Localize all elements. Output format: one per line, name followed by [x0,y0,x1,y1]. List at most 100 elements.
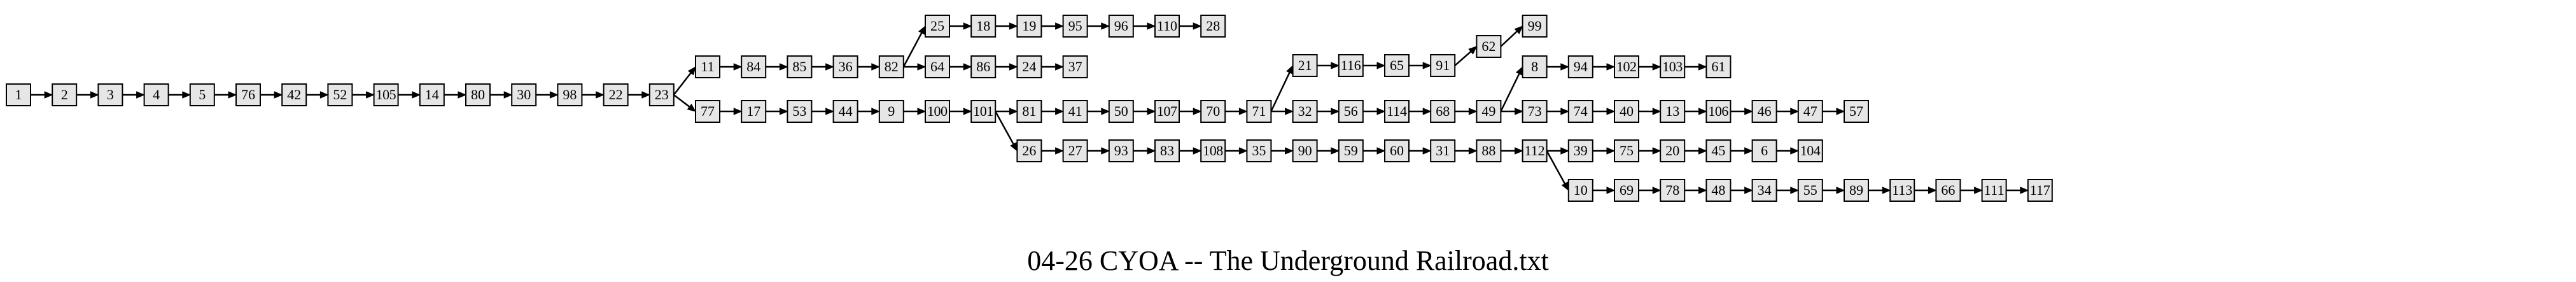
node-label: 99 [1528,18,1542,34]
node-64: 64 [925,55,950,78]
node-box [1889,179,1915,202]
arrowhead-icon [825,63,834,71]
node-box [648,83,675,106]
node-label: 22 [609,87,623,102]
edge-64-86 [949,63,972,71]
arrowhead-icon [274,91,283,99]
node-57: 57 [1844,100,1869,123]
arrowhead-icon [1698,108,1707,115]
node-98: 98 [557,83,583,106]
node-label: 73 [1528,103,1542,119]
node-box [1660,55,1686,78]
node-17: 17 [741,100,767,123]
node-box [1797,139,1823,162]
node-label: 71 [1252,103,1266,119]
node-box [1522,100,1548,123]
arrowhead-icon [1515,147,1523,155]
arrowhead-icon [1238,108,1248,115]
node-label: 83 [1160,143,1174,159]
arrowhead-icon [2020,187,2029,194]
node-label: 80 [471,87,485,102]
arrowhead-icon [1560,108,1570,115]
node-83: 83 [1154,139,1180,162]
node-box [1522,15,1548,38]
node-box [878,100,904,123]
node-89: 89 [1844,179,1869,202]
node-box [189,83,215,106]
edge-47-57 [1822,108,1845,115]
node-label: 78 [1665,182,1679,198]
arrowhead-icon [1376,147,1386,155]
node-96: 96 [1108,15,1134,38]
node-113: 113 [1889,179,1915,202]
node-label: 93 [1114,143,1128,159]
node-label: 13 [1665,103,1679,119]
node-111: 111 [1981,179,2007,202]
node-100: 100 [925,100,950,123]
arrowhead-icon [1606,108,1616,115]
node-37: 37 [1062,55,1088,78]
edge-84-85 [766,63,788,71]
node-24: 24 [1016,55,1042,78]
node-label: 36 [839,59,853,74]
arrowhead-icon [1468,108,1478,115]
node-label: 30 [517,87,531,102]
edge-36-82 [857,63,881,71]
node-label: 27 [1068,143,1082,159]
node-6: 6 [1751,139,1777,162]
node-52: 52 [327,83,353,106]
node-box [970,15,997,38]
arrowhead-icon [1515,66,1523,76]
edge-114-68 [1409,108,1432,115]
node-105: 105 [373,83,399,106]
node-101: 101 [970,100,997,123]
node-label: 46 [1758,103,1772,119]
node-box [878,55,904,78]
node-39: 39 [1567,139,1593,162]
arrowhead-icon [1422,147,1432,155]
node-55: 55 [1797,179,1823,202]
arrowhead-icon [1376,108,1386,115]
node-box [925,100,950,123]
node-106: 106 [1705,100,1732,123]
arrowhead-icon [1331,108,1340,115]
arrowhead-icon [1055,22,1064,30]
edge-93-83 [1133,147,1156,155]
node-label: 116 [1341,57,1361,73]
node-label: 34 [1758,182,1772,198]
arrowhead-icon [1422,62,1432,69]
node-box [1062,100,1088,123]
arrowhead-icon [1147,147,1156,155]
node-box [1016,15,1042,38]
arrowhead-icon [1055,63,1064,71]
arrowhead-icon [1561,181,1569,192]
arrowhead-icon [963,63,972,71]
node-label: 18 [976,18,990,34]
node-box [832,100,858,123]
arrowhead-icon [641,91,651,99]
node-box [1154,100,1180,123]
node-box [1430,54,1456,77]
arrowhead-icon [90,91,99,99]
node-label: 104 [1800,143,1821,159]
node-box [1108,100,1134,123]
node-61: 61 [1705,55,1732,78]
edge-77-17 [720,108,743,115]
node-49: 49 [1476,100,1502,123]
node-80: 80 [465,83,491,106]
arrowhead-icon [687,103,697,112]
node-31: 31 [1430,139,1456,162]
node-box [970,100,997,123]
edge-62-99 [1500,25,1523,47]
arrowhead-icon [1560,147,1570,155]
node-box [1797,179,1823,202]
node-40: 40 [1614,100,1639,123]
node-label: 10 [1574,182,1588,198]
edge-line [1546,150,1566,185]
node-78: 78 [1660,179,1686,202]
edge-110-28 [1179,22,1202,30]
node-box [1660,100,1686,123]
edge-113-66 [1914,187,1937,194]
node-box [465,83,491,106]
